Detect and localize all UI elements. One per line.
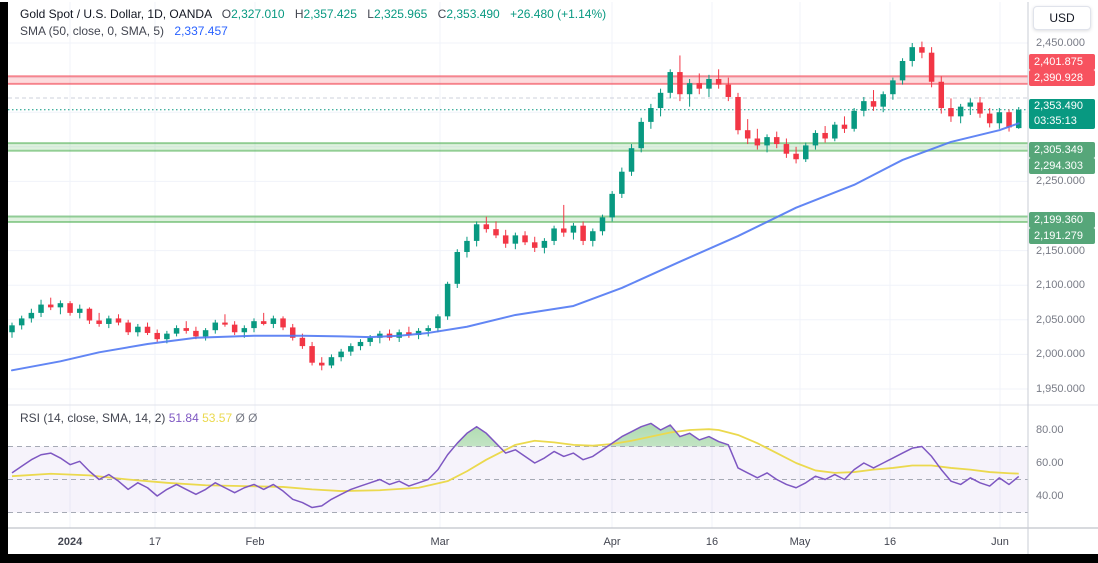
- zone-price-label: 2,191.279: [1029, 228, 1095, 244]
- high-value: 2,357.425: [303, 7, 357, 21]
- time-axis-label: 17: [148, 536, 162, 548]
- price-chart-canvas[interactable]: [8, 2, 1098, 554]
- zone-price-label: 2,199.360: [1029, 212, 1095, 228]
- time-axis-label: Jun: [991, 536, 1009, 548]
- close-label: C: [437, 7, 447, 21]
- rsi-legend: RSI (14, close, SMA, 14, 2) 51.84 53.57 …: [20, 411, 258, 425]
- rsi-axis-label: 40.00: [1036, 490, 1064, 502]
- sma-value: 2,337.457: [174, 24, 228, 38]
- rsi-ma-value: 53.57: [202, 411, 233, 425]
- time-axis[interactable]: 2024 17 Feb Mar Apr 16 May 16 Jun: [8, 529, 1028, 554]
- low-label: L: [367, 7, 374, 21]
- price-axis-label: 2,250.000: [1036, 175, 1085, 187]
- price-axis-label: 2,150.000: [1036, 245, 1085, 257]
- open-label: O: [221, 7, 232, 21]
- zone-price-label: 2,401.875: [1029, 54, 1095, 70]
- last-price-label: 2,353.490 03:35:13: [1029, 99, 1095, 129]
- zone-price-label: 2,294.303: [1029, 158, 1095, 174]
- low-value: 2,325.965: [373, 7, 428, 21]
- time-axis-label: May: [789, 536, 811, 548]
- time-axis-label: 16: [705, 536, 719, 548]
- currency-button[interactable]: USD: [1033, 6, 1091, 30]
- bar-close-countdown: 03:35:13: [1034, 115, 1077, 127]
- close-value: 2,353.490: [446, 7, 500, 21]
- sma-indicator-label[interactable]: SMA (50, close, 0, SMA, 5): [20, 24, 165, 38]
- window-top-edge: [0, 0, 1098, 2]
- rsi-extra-values: Ø Ø: [235, 411, 258, 425]
- time-axis-label: Apr: [603, 536, 621, 548]
- price-axis[interactable]: USD 2,353.490 03:35:13 2,450.000 2,401.87…: [1028, 2, 1098, 554]
- last-price-value: 2,353.490: [1034, 100, 1083, 112]
- open-value: 2,327.010: [231, 7, 285, 21]
- zone-price-label: 2,305.349: [1029, 142, 1095, 158]
- rsi-indicator-label[interactable]: RSI (14, close, SMA, 14, 2): [20, 411, 166, 425]
- rsi-axis-label: 80.00: [1036, 424, 1064, 436]
- time-axis-label: 2024: [57, 536, 83, 548]
- price-axis-label: 2,000.000: [1036, 348, 1085, 360]
- price-axis-label: 2,050.000: [1036, 314, 1085, 326]
- symbol-title[interactable]: Gold Spot / U.S. Dollar, 1D, OANDA: [20, 7, 212, 21]
- price-axis-label: 2,100.000: [1036, 279, 1085, 291]
- zone-price-label: 2,390.928: [1029, 70, 1095, 86]
- price-axis-label: 1,950.000: [1036, 383, 1085, 395]
- chart-root: Gold Spot / U.S. Dollar, 1D, OANDA O2,32…: [8, 2, 1098, 554]
- high-label: H: [294, 7, 304, 21]
- rsi-value: 51.84: [168, 411, 199, 425]
- time-axis-label: 16: [883, 536, 897, 548]
- time-axis-label: Feb: [245, 536, 265, 548]
- change-value: +26.480 (+1.14%): [510, 7, 607, 21]
- symbol-legend: Gold Spot / U.S. Dollar, 1D, OANDA O2,32…: [20, 6, 606, 39]
- price-axis-label: 2,450.000: [1036, 37, 1085, 49]
- rsi-axis-label: 60.00: [1036, 457, 1064, 469]
- time-axis-label: Mar: [430, 536, 450, 548]
